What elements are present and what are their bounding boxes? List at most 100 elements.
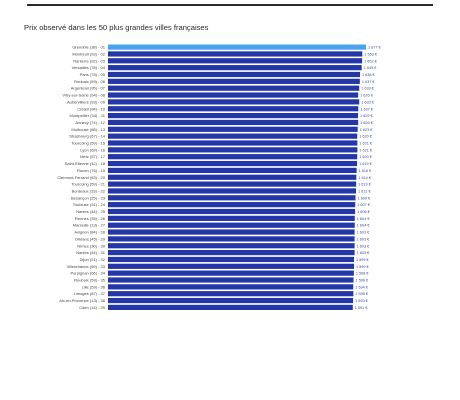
bar <box>108 270 354 276</box>
value-label: 1 652 € <box>364 59 378 63</box>
value-label: 1 623 € <box>360 128 374 132</box>
category-label: Rouen (76) - 19 <box>77 168 106 173</box>
bar <box>108 78 360 84</box>
bar <box>108 106 359 112</box>
category-label: Montpellier (34) - 11 <box>70 113 106 118</box>
bar <box>108 188 356 194</box>
value-label: 1 599 € <box>356 258 370 262</box>
category-label: Avignon (84) - 28 <box>74 230 105 235</box>
value-label: 1 609 € <box>358 196 372 200</box>
category-label: Perpignan (66) - 34 <box>71 271 106 276</box>
category-label: Metz (57) - 17 <box>80 154 106 159</box>
bar <box>108 147 358 153</box>
bar <box>108 65 362 71</box>
bar <box>108 215 355 221</box>
bar <box>108 243 355 249</box>
value-label: 1 653 € <box>364 52 378 56</box>
bar <box>108 174 357 180</box>
bar <box>108 229 355 235</box>
value-label: 1 619 € <box>359 162 373 166</box>
category-label: Créteil (94) - 10 <box>77 106 106 111</box>
category-label: Limoges (87) - 37 <box>74 291 106 296</box>
category-label: Toulouse (31) - 24 <box>73 202 106 207</box>
value-label: 1 604 € <box>357 217 371 221</box>
bar <box>108 140 358 146</box>
category-label: Rennes (35) - 26 <box>75 216 106 221</box>
category-label: Bordeaux (33) - 22 <box>72 188 106 193</box>
category-label: Argenteuil (95) - 07 <box>71 86 106 91</box>
bar <box>108 195 356 201</box>
bar <box>108 126 358 132</box>
category-label: Besançon (25) - 23 <box>71 195 106 200</box>
bar <box>108 256 354 263</box>
category-label: Montreuil (93) - 02 <box>72 51 105 56</box>
value-label: 1 620 € <box>359 155 373 159</box>
top-rule <box>27 4 433 6</box>
value-label: 1 637 € <box>362 80 376 84</box>
value-label: 1 594 € <box>355 285 369 289</box>
bar <box>108 51 363 57</box>
chart-title: Prix observé dans les 50 plus grandes vi… <box>24 23 209 32</box>
value-label: 1 633 € <box>361 87 375 91</box>
category-label: Saint-Étienne (42) - 18 <box>65 161 106 166</box>
value-label: 1 616 € <box>359 169 373 173</box>
bar <box>108 304 353 310</box>
category-label: Caen (14) - 39 <box>79 305 106 310</box>
value-label: 1 649 € <box>364 66 378 70</box>
value-label: 1 606 € <box>357 210 371 214</box>
category-label: Annecy (74) - 12 <box>75 120 105 125</box>
value-label: 1 598 € <box>356 272 370 276</box>
value-label: 1 626 € <box>360 121 374 125</box>
bar <box>108 208 356 215</box>
value-label: 1 603 € <box>357 231 371 235</box>
bar <box>108 92 359 98</box>
value-label: 1 633 € <box>361 100 375 104</box>
category-label: Mulhouse (68) - 13 <box>71 127 105 132</box>
category-label: Villeurbanne (69) - 33 <box>67 264 106 269</box>
category-label: Lyon (69) - 16 <box>80 147 106 152</box>
value-label: 1 603 € <box>357 237 371 241</box>
value-label: 1 593 € <box>355 299 369 303</box>
category-label: Tourcoing (59) - 15 <box>71 141 105 146</box>
category-label: Grenoble (38) - 01 <box>72 45 105 50</box>
category-label: Aix-en-Provence (13) - 38 <box>59 298 106 303</box>
category-label: Nanterre (92) - 03 <box>73 58 106 63</box>
value-label: 1 621 € <box>359 148 373 152</box>
bar <box>108 113 358 119</box>
bar <box>108 154 358 160</box>
value-label: 1 638 € <box>362 73 376 77</box>
value-label: 1 613 € <box>358 183 372 187</box>
bar <box>108 181 357 187</box>
value-label: 1 612 € <box>358 189 372 193</box>
value-label: 1 627 € <box>360 107 374 111</box>
value-label: 1 599 € <box>356 265 370 269</box>
value-label: 1 603 € <box>357 244 371 248</box>
value-label: 1 604 € <box>357 224 371 228</box>
value-label: 1 596 € <box>356 279 370 283</box>
bar <box>108 99 360 105</box>
bar <box>108 297 354 304</box>
category-label: Nantes (44) - 31 <box>76 250 106 255</box>
bar <box>108 236 355 242</box>
bar <box>108 291 354 297</box>
value-label: 1 620 € <box>359 135 373 139</box>
value-label: 1 607 € <box>357 203 371 207</box>
bar <box>108 202 356 208</box>
bar <box>108 222 355 228</box>
value-label: 1 591 € <box>355 306 369 310</box>
value-label: 1 621 € <box>359 142 373 146</box>
bar <box>108 263 354 269</box>
bar <box>108 250 355 256</box>
category-label: Roubaix (59) - 06 <box>74 79 106 84</box>
category-label: Clermont-Ferrand (63) - 20 <box>57 175 106 180</box>
bar <box>108 277 354 283</box>
value-label: 1 614 € <box>358 176 372 180</box>
bar <box>108 119 359 126</box>
bar <box>108 85 360 91</box>
bar <box>108 71 360 78</box>
bar <box>108 133 358 139</box>
category-label: Strasbourg (67) - 14 <box>69 134 106 139</box>
category-label: Paris (75) - 05 <box>80 72 106 77</box>
bar <box>108 58 363 64</box>
